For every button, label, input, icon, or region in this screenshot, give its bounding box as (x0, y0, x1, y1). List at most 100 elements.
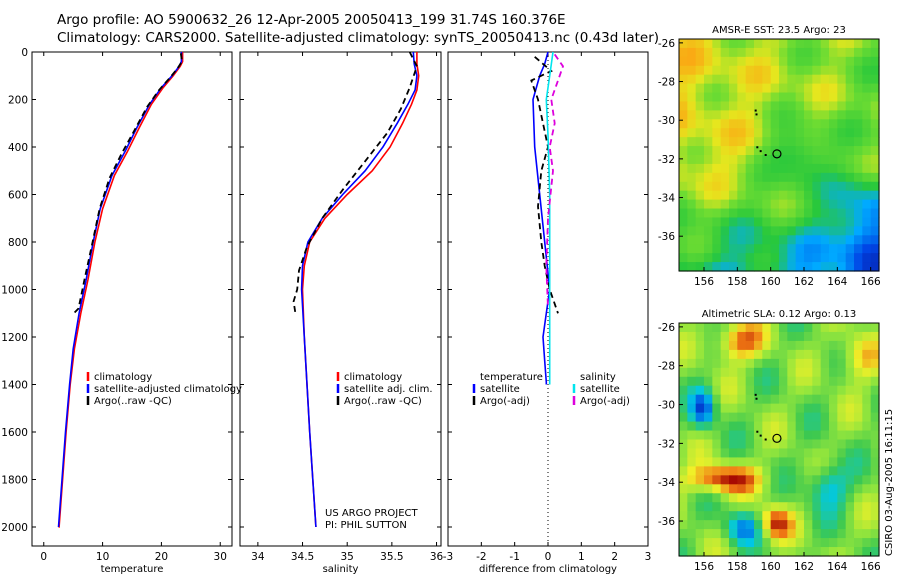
map-cell (720, 83, 730, 94)
map-cell (787, 457, 797, 467)
map-cell (812, 538, 822, 548)
map-cell (687, 466, 697, 476)
map-cell (695, 137, 705, 147)
map-cell (829, 163, 838, 174)
map-cell (770, 146, 780, 156)
map-cell (854, 155, 863, 165)
map-cell (862, 511, 872, 521)
map-cell (704, 430, 713, 441)
map-cell (845, 181, 855, 192)
map-cell (729, 475, 738, 485)
map-cell (837, 253, 847, 263)
map-cell (745, 137, 755, 147)
map-cell (829, 83, 838, 94)
map-cell (787, 439, 797, 450)
map-cell (737, 502, 747, 512)
map-cell (762, 323, 772, 333)
map-cell (712, 39, 722, 49)
map-cell (754, 538, 763, 548)
map-cell (687, 56, 697, 67)
map-cell (695, 385, 705, 396)
map-cell (679, 349, 688, 360)
map-cell (845, 172, 855, 183)
map-cell (804, 253, 813, 263)
map-cell (837, 331, 847, 342)
map-cell (737, 235, 747, 245)
map-cell (837, 385, 847, 396)
map-cell (712, 385, 722, 396)
map-cell (695, 155, 705, 165)
map-cell (804, 412, 813, 423)
map-cell (820, 323, 830, 333)
map-cell (862, 101, 872, 111)
x-tick-label-1: 20 (155, 551, 168, 563)
map-cell (779, 146, 788, 156)
map-cell (795, 101, 805, 111)
map-cell (870, 412, 880, 423)
map-cell (745, 376, 755, 387)
map-cell (837, 47, 847, 58)
map-cell (779, 385, 788, 396)
map-cell (754, 226, 763, 236)
map-cell (829, 155, 838, 165)
map-cell (720, 262, 730, 272)
map-cell (854, 412, 863, 423)
map-cell (770, 376, 780, 387)
map-cell (770, 421, 780, 432)
map-cell (712, 217, 722, 227)
map-cell (870, 226, 880, 236)
map-cell (770, 323, 780, 333)
map-cell (704, 74, 713, 85)
map-cell (804, 235, 813, 245)
map-cell (854, 323, 863, 333)
map-cell (704, 475, 713, 485)
map-cell (679, 181, 688, 192)
map-cell (845, 83, 855, 94)
timestamp-stamp: CSIRO 03-Aug-2005 16:11:15 (884, 408, 895, 556)
map-cell (745, 493, 755, 503)
map-cell (737, 466, 747, 476)
map-cell (812, 448, 822, 459)
map-cell (829, 226, 838, 236)
map-cell (754, 181, 763, 192)
map-cell (679, 137, 688, 147)
map-cell (704, 349, 713, 360)
map-cell (845, 47, 855, 58)
map-cell (820, 208, 830, 219)
map-cell (845, 367, 855, 378)
map-cell (679, 493, 688, 503)
map-cell (854, 502, 863, 512)
map-cell (812, 484, 822, 494)
map-cell (745, 466, 755, 476)
map-cell (737, 119, 747, 129)
map-cell (729, 74, 738, 85)
map-cell (704, 457, 713, 467)
map-cell (854, 56, 863, 67)
map-cell (754, 376, 763, 387)
map-cell (862, 349, 872, 360)
map-cell (745, 65, 755, 76)
float-track-dot (756, 430, 759, 433)
map-cell (787, 172, 797, 183)
map-cell (770, 137, 780, 147)
map-cell (754, 529, 763, 539)
map-cell (862, 146, 872, 156)
map-cell (837, 439, 847, 450)
map-x-tick-label: 156 (694, 561, 714, 573)
map-cell (720, 484, 730, 494)
map-cell (804, 92, 813, 103)
map-cell (787, 502, 797, 512)
map-cell (720, 457, 730, 467)
map-cell (745, 331, 755, 342)
map-cell (787, 367, 797, 378)
map-cell (695, 83, 705, 94)
map-cell (804, 358, 813, 369)
x-axis-label-2: salinity (323, 564, 359, 575)
map-cell (812, 511, 822, 521)
map-cell (779, 190, 788, 201)
map-cell (854, 181, 863, 192)
map-cell (787, 244, 797, 254)
map-cell (829, 385, 838, 396)
map-cell (737, 349, 747, 360)
map-cell (829, 47, 838, 58)
